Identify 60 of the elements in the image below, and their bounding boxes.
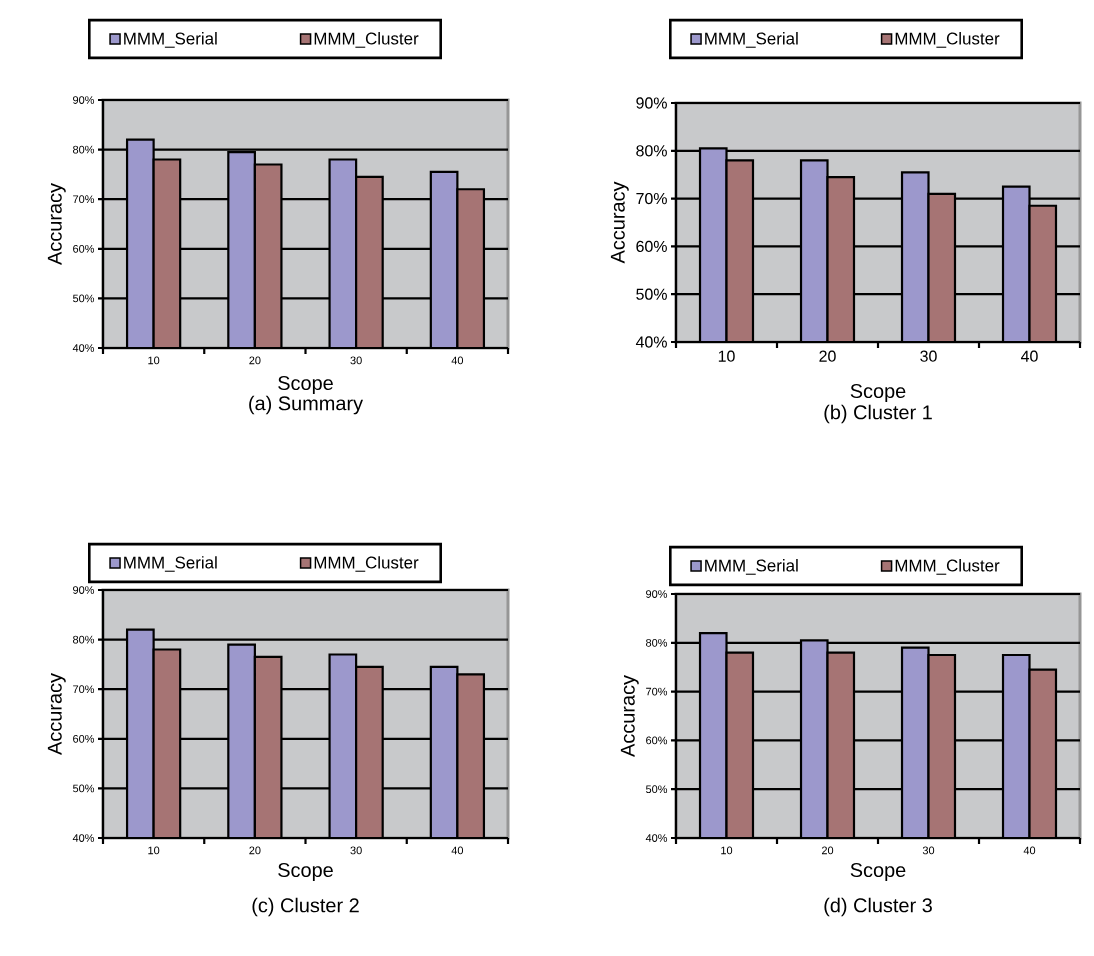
y-tick-label: 70% xyxy=(73,195,95,204)
y-tick-label: 90% xyxy=(636,97,667,109)
y-tick-label: 70% xyxy=(636,192,667,205)
legend-label: MMM_Serial xyxy=(124,556,217,572)
y-tick-label: 40% xyxy=(635,336,667,348)
x-tick-label: 20 xyxy=(821,846,834,855)
y-tick-label: 90% xyxy=(73,586,95,594)
y-axis-title: Accuracy xyxy=(620,675,639,757)
legend-label: MMM_Cluster xyxy=(895,32,1000,48)
y-tick-label: 80% xyxy=(73,635,95,644)
y-tick-label: 80% xyxy=(636,145,667,157)
x-tick-label: 10 xyxy=(148,356,160,365)
x-axis-title: Scope xyxy=(850,383,906,403)
x-axis-title: Scope xyxy=(850,862,906,882)
legend-label: MMM_Serial xyxy=(124,32,217,48)
legend-label: MMM_Cluster xyxy=(314,556,419,572)
x-tick-label: 10 xyxy=(148,846,160,855)
y-tick-label: 50% xyxy=(72,294,95,303)
x-axis-title: Scope xyxy=(278,375,333,395)
y-tick-label: 60% xyxy=(636,240,667,253)
x-tick-label: 30 xyxy=(350,356,362,365)
y-tick-label: 40% xyxy=(72,834,95,842)
y-tick-label: 90% xyxy=(646,590,668,598)
y-tick-label: 50% xyxy=(645,785,668,794)
y-axis-title: Accuracy xyxy=(47,183,66,265)
y-tick-label: 80% xyxy=(646,638,668,647)
x-tick-label: 20 xyxy=(249,846,261,855)
y-tick-label: 60% xyxy=(646,736,668,745)
y-tick-label: 80% xyxy=(73,145,95,154)
x-tick-label: 20 xyxy=(819,350,836,362)
text: (c) Cluster 2 xyxy=(252,897,359,917)
legend-label: MMM_Cluster xyxy=(895,559,1000,575)
y-axis-title: Accuracy xyxy=(47,673,66,755)
text: (d) Cluster 3 xyxy=(824,897,932,917)
x-tick-label: 40 xyxy=(451,356,464,365)
text: (a) Summary xyxy=(249,395,363,415)
legend-label: MMM_Serial xyxy=(705,559,798,575)
y-tick-label: 40% xyxy=(72,344,95,352)
x-tick-label: 30 xyxy=(920,350,937,362)
y-tick-label: 70% xyxy=(73,685,95,694)
y-tick-label: 70% xyxy=(646,687,668,696)
x-tick-label: 30 xyxy=(350,846,362,855)
y-tick-label: 50% xyxy=(636,288,667,300)
x-tick-label: 10 xyxy=(721,846,733,855)
y-tick-label: 50% xyxy=(72,784,95,793)
legend-label: MMM_Cluster xyxy=(314,32,419,48)
x-tick-label: 10 xyxy=(718,350,735,362)
x-tick-label: 40 xyxy=(451,846,464,855)
x-tick-label: 40 xyxy=(1023,846,1036,855)
y-axis-title: Accuracy xyxy=(610,181,629,264)
y-tick-label: 40% xyxy=(645,834,668,842)
x-axis-title: Scope xyxy=(278,862,333,882)
text: (b) Cluster 1 xyxy=(824,404,932,424)
y-tick-label: 60% xyxy=(73,734,95,743)
legend-label: MMM_Serial xyxy=(705,32,798,48)
y-tick-label: 60% xyxy=(73,244,95,253)
y-tick-label: 90% xyxy=(73,96,95,104)
x-tick-label: 20 xyxy=(249,356,261,365)
x-tick-label: 30 xyxy=(922,846,935,855)
x-tick-label: 40 xyxy=(1021,350,1038,362)
